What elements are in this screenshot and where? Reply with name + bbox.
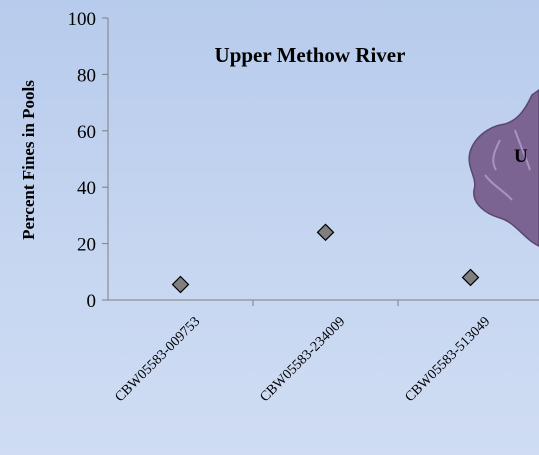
y-tick-label: 20 bbox=[77, 235, 96, 256]
y-tick-label: 60 bbox=[77, 122, 96, 143]
x-category-label: CBW05583-513049 bbox=[402, 314, 493, 405]
data-point-marker bbox=[316, 223, 335, 242]
y-tick-label: 80 bbox=[77, 65, 96, 86]
map-inset-label: U bbox=[514, 146, 528, 167]
x-category-label: CBW05583-009753 bbox=[112, 314, 203, 405]
y-tick-label: 100 bbox=[68, 9, 97, 30]
data-points bbox=[171, 223, 480, 294]
map-inset-image: U bbox=[468, 89, 539, 247]
data-point-marker bbox=[171, 275, 190, 294]
y-axis-ticks: 0 20 40 60 80 100 bbox=[68, 9, 108, 312]
chart-title: Upper Methow River bbox=[215, 43, 406, 67]
data-point-marker bbox=[461, 268, 480, 287]
y-axis-title: Percent Fines in Pools bbox=[19, 80, 38, 240]
y-tick-label: 40 bbox=[77, 178, 96, 199]
y-tick-label: 0 bbox=[87, 291, 97, 312]
x-category-label: CBW05583-234009 bbox=[257, 314, 348, 405]
x-axis-ticks: CBW05583-009753 CBW05583-234009 CBW05583-5… bbox=[112, 300, 493, 405]
